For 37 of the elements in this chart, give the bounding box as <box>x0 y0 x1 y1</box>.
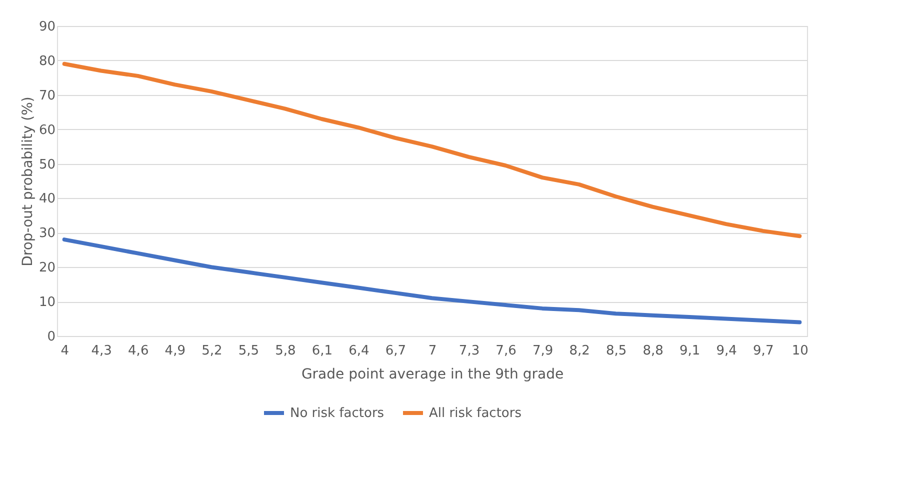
x-tick-label: 10 <box>792 344 808 358</box>
x-tick-label: 4 <box>60 344 69 358</box>
x-tick-label: 6,4 <box>348 344 370 358</box>
y-tick-label: 60 <box>38 122 56 138</box>
x-tick-label: 4,9 <box>164 344 186 358</box>
x-tick-label: 7,9 <box>532 344 554 358</box>
x-tick-label: 9,7 <box>753 344 774 358</box>
y-tick-label: 40 <box>38 192 56 207</box>
x-tick-label: 4,6 <box>128 344 149 358</box>
x-tick-label: 7,6 <box>496 344 516 358</box>
x-tick-label: 6,7 <box>385 344 406 358</box>
x-tick-label: 8,8 <box>642 344 664 358</box>
x-tick-label: 9,1 <box>680 344 700 358</box>
x-tick-label: 6,1 <box>312 344 333 358</box>
legend-label: All risk factors <box>429 406 522 421</box>
x-tick-label: 7,3 <box>458 344 480 358</box>
y-tick-label: 30 <box>38 226 56 242</box>
y-tick-label: 0 <box>47 330 56 344</box>
x-tick-label: 5,5 <box>238 344 260 358</box>
x-tick-label: 5,8 <box>275 344 296 358</box>
line-series <box>62 238 802 324</box>
y-tick-label: 10 <box>38 295 56 310</box>
x-axis-title: Grade point average in the 9th grade <box>301 366 564 382</box>
x-tick-label: 4,3 <box>91 344 112 358</box>
y-tick-label: 90 <box>38 20 56 34</box>
x-tick-label: 7 <box>428 344 437 358</box>
legend-label: No risk factors <box>290 406 384 421</box>
line-series <box>62 62 802 238</box>
x-tick-label: 9,4 <box>716 344 737 358</box>
y-axis-title: Drop-out probability (%) <box>20 96 36 266</box>
y-tick-label: 20 <box>38 260 56 276</box>
x-tick-label: 5,2 <box>202 344 222 358</box>
x-tick-label: 8,5 <box>606 344 627 358</box>
x-tick-label: 8,2 <box>569 344 590 358</box>
y-tick-label: 80 <box>38 54 56 69</box>
y-tick-label: 70 <box>38 88 56 104</box>
y-tick-label: 50 <box>38 157 56 172</box>
